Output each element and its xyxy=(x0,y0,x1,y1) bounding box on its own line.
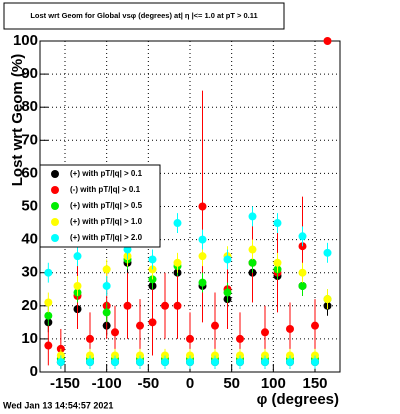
y-tick-label: 30 xyxy=(21,264,38,281)
point xyxy=(148,255,157,264)
legend-label: (+) with pT/|q| > 0.1 xyxy=(70,169,143,178)
point xyxy=(173,258,182,267)
point xyxy=(73,252,82,261)
point xyxy=(311,358,319,367)
point xyxy=(44,268,53,277)
point xyxy=(298,281,307,290)
y-tick-label: 0 xyxy=(30,363,38,380)
point xyxy=(161,358,169,367)
x-tick-label: -50 xyxy=(137,375,159,392)
point xyxy=(136,321,144,330)
point xyxy=(73,281,82,290)
point xyxy=(323,295,332,304)
y-tick-label: 80 xyxy=(21,98,38,115)
point xyxy=(161,301,169,310)
legend-marker xyxy=(51,202,59,210)
point xyxy=(86,358,94,367)
point xyxy=(248,258,257,267)
y-tick-label: 20 xyxy=(21,297,38,314)
point xyxy=(123,245,132,254)
y-tick-label: 100 xyxy=(13,32,38,49)
point xyxy=(273,258,282,267)
point xyxy=(261,328,269,337)
legend-label: (-) with pT/|q| > 0.1 xyxy=(70,185,141,194)
point xyxy=(323,248,332,257)
x-tick-label: 100 xyxy=(261,375,286,392)
y-tick-label: 10 xyxy=(21,330,38,347)
x-tick-label: -100 xyxy=(92,375,122,392)
point xyxy=(223,288,232,297)
point xyxy=(136,358,144,367)
point xyxy=(198,252,207,261)
legend-marker xyxy=(51,234,59,242)
point xyxy=(286,358,294,367)
y-tick-label: 70 xyxy=(21,131,38,148)
point xyxy=(86,334,94,343)
point xyxy=(298,232,307,241)
x-tick-label: 50 xyxy=(223,375,240,392)
point xyxy=(198,202,207,211)
point xyxy=(211,321,219,330)
point xyxy=(44,298,53,307)
point xyxy=(198,235,207,244)
legend-marker xyxy=(51,218,59,226)
point xyxy=(248,212,257,221)
y-tick-label: 90 xyxy=(21,65,38,82)
point xyxy=(261,358,269,367)
y-tick-label: 40 xyxy=(21,231,38,248)
legend-label: (+) with pT/|q| > 0.5 xyxy=(70,201,143,210)
x-tick-label: 0 xyxy=(186,375,194,392)
legend-marker xyxy=(51,170,59,178)
point xyxy=(102,281,111,290)
point xyxy=(223,255,232,264)
point xyxy=(198,278,207,287)
point xyxy=(211,358,219,367)
legend-label: (+) with pT/|q| > 2.0 xyxy=(70,233,143,242)
point xyxy=(186,334,194,343)
x-tick-label: -150 xyxy=(50,375,80,392)
point xyxy=(102,265,111,274)
point xyxy=(298,268,307,277)
point xyxy=(311,321,319,330)
point xyxy=(44,311,53,320)
point xyxy=(123,301,132,310)
point xyxy=(173,301,182,310)
x-tick-label: 150 xyxy=(302,375,327,392)
point xyxy=(111,358,119,367)
point xyxy=(148,318,157,327)
point xyxy=(186,358,194,367)
legend-box xyxy=(39,164,161,248)
point xyxy=(248,245,257,254)
point xyxy=(286,324,294,333)
y-tick-label: 60 xyxy=(21,164,38,181)
footer: Wed Jan 13 14:54:57 2021 xyxy=(3,400,113,410)
point xyxy=(173,219,182,228)
point xyxy=(56,358,65,367)
legend-label: (+) with pT/|q| > 1.0 xyxy=(70,217,143,226)
y-axis-label: Lost wrt Geom (%) xyxy=(9,54,26,187)
legend-marker xyxy=(51,186,59,194)
title-box xyxy=(3,2,285,30)
point xyxy=(323,37,332,45)
point xyxy=(44,341,53,350)
point xyxy=(273,219,282,228)
y-tick-label: 50 xyxy=(21,197,38,214)
point xyxy=(236,334,244,343)
point xyxy=(111,328,119,337)
point xyxy=(102,308,111,317)
point xyxy=(236,358,244,367)
chart-title: Lost wrt Geom for Global vsφ (degrees) a… xyxy=(30,11,257,20)
x-axis-label: φ (degrees) xyxy=(257,391,339,408)
